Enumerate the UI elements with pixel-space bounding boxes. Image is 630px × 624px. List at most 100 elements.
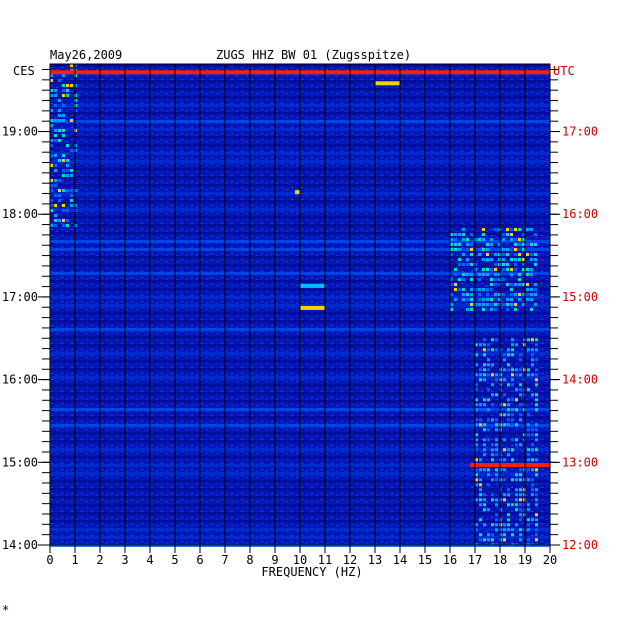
activity-cell [62, 189, 65, 192]
activity-cell [531, 373, 534, 377]
chart-date: May26,2009 [50, 48, 122, 62]
activity-cell [50, 209, 53, 212]
activity-cell [475, 498, 478, 502]
activity-cell [507, 418, 510, 422]
activity-cell [458, 243, 461, 247]
activity-cell [479, 483, 482, 487]
activity-cell [527, 478, 530, 482]
activity-cell [519, 508, 522, 512]
activity-cell [503, 413, 506, 417]
activity-cell [503, 528, 506, 532]
bright-band-3 [300, 305, 325, 310]
activity-cell [62, 119, 65, 122]
activity-cell [519, 418, 522, 422]
activity-cell [479, 498, 482, 502]
activity-cell [518, 298, 521, 302]
activity-cell [479, 408, 482, 412]
left-time-axis: 14:00 15:00 16:00 17:00 18:00 19:00 [2, 69, 50, 552]
activity-cell [462, 278, 465, 282]
activity-cell [506, 233, 509, 237]
bright-band-1 [470, 463, 550, 468]
activity-cell [458, 288, 461, 292]
activity-cell [519, 493, 522, 497]
activity-cell [487, 428, 490, 432]
activity-cell [487, 533, 490, 537]
activity-cell [478, 293, 481, 297]
activity-cell [54, 224, 57, 227]
activity-cell [483, 448, 486, 452]
activity-cell [518, 283, 521, 287]
activity-cell [526, 228, 529, 232]
activity-cell [518, 278, 521, 282]
activity-cell [519, 513, 522, 517]
activity-cell [495, 423, 498, 427]
activity-cell [487, 343, 490, 347]
activity-cell [491, 418, 494, 422]
activity-cell [490, 268, 493, 272]
activity-cell [490, 243, 493, 247]
activity-cell [475, 403, 478, 407]
activity-cell [491, 403, 494, 407]
activity-cell [495, 453, 498, 457]
activity-cell [475, 363, 478, 367]
chart-station-title: ZUGS HHZ BW 01 (Zugsspitze) [216, 48, 411, 62]
activity-cell [514, 303, 517, 307]
activity-cell [483, 353, 486, 357]
activity-cell [66, 209, 69, 212]
activity-cell [450, 248, 453, 252]
activity-cell [515, 508, 518, 512]
activity-cell [62, 209, 65, 212]
activity-cell [494, 283, 497, 287]
activity-cell [519, 388, 522, 392]
activity-cell [507, 523, 510, 527]
activity-cell [491, 533, 494, 537]
activity-cell [535, 533, 538, 537]
activity-cell [507, 353, 510, 357]
activity-cell [519, 503, 522, 507]
activity-cell [535, 538, 538, 542]
activity-cell [483, 508, 486, 512]
activity-cell [454, 238, 457, 242]
activity-cell [510, 288, 513, 292]
activity-cell [527, 448, 530, 452]
activity-cell [475, 458, 478, 462]
activity-cell [466, 248, 469, 252]
activity-cell [478, 273, 481, 277]
activity-cell [519, 473, 522, 477]
activity-cell [487, 468, 490, 472]
activity-cell [475, 398, 478, 402]
activity-cell [470, 288, 473, 292]
activity-cell [535, 528, 538, 532]
activity-cell [514, 258, 517, 262]
activity-cell [527, 528, 530, 532]
x-tick-label-13: 13 [368, 553, 382, 567]
activity-cell [506, 228, 509, 232]
activity-cell [491, 538, 494, 542]
activity-cell [479, 418, 482, 422]
activity-cell [506, 268, 509, 272]
activity-cell [502, 278, 505, 282]
activity-cell [483, 403, 486, 407]
activity-cell [487, 538, 490, 542]
activity-cell [515, 498, 518, 502]
activity-cell [490, 278, 493, 282]
activity-cell [470, 243, 473, 247]
activity-cell [531, 428, 534, 432]
activity-cell [54, 134, 57, 137]
activity-cell [482, 238, 485, 242]
activity-cell [462, 253, 465, 257]
activity-cell [507, 398, 510, 402]
activity-cell [62, 174, 65, 177]
activity-cell [50, 224, 53, 227]
activity-cell [507, 453, 510, 457]
activity-cell [522, 243, 525, 247]
activity-cell [511, 528, 514, 532]
activity-cell [490, 308, 493, 312]
activity-cell [503, 498, 506, 502]
activity-cell [478, 253, 481, 257]
activity-cell [70, 189, 73, 192]
activity-cell [502, 233, 505, 237]
activity-cell [475, 438, 478, 442]
activity-cell [511, 348, 514, 352]
activity-cell [495, 348, 498, 352]
